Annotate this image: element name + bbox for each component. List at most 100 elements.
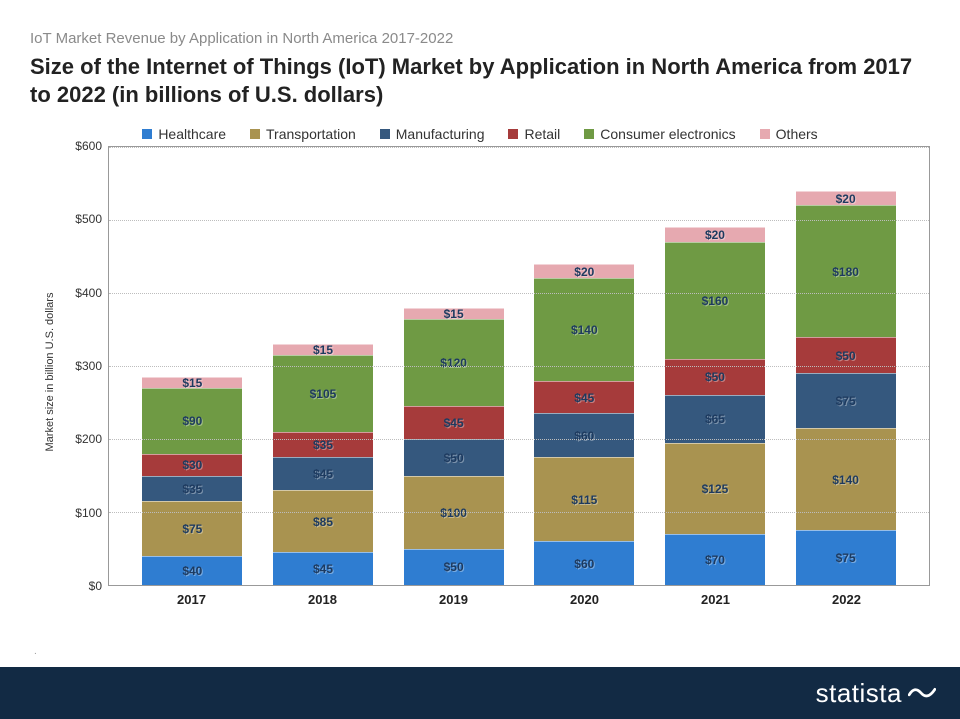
gridline xyxy=(109,512,929,513)
bar-segment: $40 xyxy=(142,556,242,585)
bar-segment: $20 xyxy=(534,264,634,279)
legend-swatch xyxy=(380,129,390,139)
legend-item: Retail xyxy=(508,126,560,142)
bar-segment: $45 xyxy=(273,457,373,490)
bar-segment-label: $75 xyxy=(836,394,856,408)
statista-wave-icon xyxy=(908,682,936,704)
legend-label: Healthcare xyxy=(158,126,226,142)
bar-segment-label: $45 xyxy=(444,416,464,430)
statista-text: statista xyxy=(816,678,902,709)
y-tick-label: $400 xyxy=(75,286,102,300)
x-axis: 201720182019202020212022 xyxy=(108,586,930,607)
bar-segment: $75 xyxy=(796,373,896,428)
bar-segment-label: $45 xyxy=(313,562,333,576)
legend-item: Others xyxy=(760,126,818,142)
legend-label: Others xyxy=(776,126,818,142)
bar-segment: $50 xyxy=(665,359,765,395)
chart-area: Market size in billion U.S. dollars $0$1… xyxy=(30,146,930,586)
bar-segment: $75 xyxy=(796,530,896,585)
y-tick-label: $300 xyxy=(75,359,102,373)
bar-segment-label: $20 xyxy=(836,192,856,206)
footer-bar: statista xyxy=(0,667,960,719)
bar-segment: $45 xyxy=(534,381,634,414)
y-axis-label: Market size in billion U.S. dollars xyxy=(44,282,56,462)
plot-region: $15 $90 $30 $35 $75 $40 $15 $105 $35 $45 $85 $45 $15… xyxy=(108,146,930,586)
bar-segment-label: $160 xyxy=(702,294,729,308)
y-tick-label: $100 xyxy=(75,506,102,520)
bar-segment: $30 xyxy=(142,454,242,476)
ylabel-container: Market size in billion U.S. dollars xyxy=(30,146,56,586)
x-tick-label: 2019 xyxy=(404,592,504,607)
bar-segment: $20 xyxy=(796,191,896,206)
x-tick-label: 2021 xyxy=(666,592,766,607)
bar-segment: $115 xyxy=(534,457,634,541)
x-tick-label: 2020 xyxy=(535,592,635,607)
legend-swatch xyxy=(250,129,260,139)
bar-segment-label: $125 xyxy=(702,482,729,496)
bar-segment: $70 xyxy=(665,534,765,585)
bar-segment-label: $105 xyxy=(310,387,337,401)
bar-segment-label: $45 xyxy=(574,391,594,405)
bar-segment: $15 xyxy=(273,344,373,355)
gridline xyxy=(109,220,929,221)
bar-segment-label: $40 xyxy=(182,564,202,578)
legend-item: Healthcare xyxy=(142,126,226,142)
statista-logo: statista xyxy=(816,678,936,709)
bar-segment-label: $140 xyxy=(571,323,598,337)
bar-segment: $180 xyxy=(796,205,896,336)
chart-subtitle: IoT Market Revenue by Application in Nor… xyxy=(30,30,930,47)
bar-segment-label: $45 xyxy=(313,467,333,481)
bar-segment-label: $50 xyxy=(705,370,725,384)
footnote-dot: . xyxy=(34,646,37,657)
bar-segment-label: $90 xyxy=(182,414,202,428)
y-axis: $0$100$200$300$400$500$600 xyxy=(56,146,108,586)
bar-segment: $85 xyxy=(273,490,373,552)
legend-label: Transportation xyxy=(266,126,356,142)
bar-segment: $90 xyxy=(142,388,242,454)
bar-segment: $45 xyxy=(404,406,504,439)
bar-segment-label: $30 xyxy=(182,458,202,472)
bar-segment-label: $35 xyxy=(313,438,333,452)
gridline xyxy=(109,439,929,440)
bar-segment: $35 xyxy=(142,476,242,502)
bar-segment-label: $50 xyxy=(836,349,856,363)
y-tick-label: $200 xyxy=(75,432,102,446)
gridline xyxy=(109,366,929,367)
bar-segment: $60 xyxy=(534,541,634,585)
bar-segment-label: $120 xyxy=(440,356,467,370)
bar-segment: $120 xyxy=(404,319,504,407)
bar-segment: $60 xyxy=(534,413,634,457)
bar-segment-label: $50 xyxy=(444,560,464,574)
legend-item: Consumer electronics xyxy=(584,126,735,142)
bar-segment-label: $75 xyxy=(836,551,856,565)
bar-segment-label: $20 xyxy=(705,228,725,242)
legend-item: Manufacturing xyxy=(380,126,485,142)
bar-segment-label: $20 xyxy=(574,265,594,279)
gridline xyxy=(109,293,929,294)
gridline xyxy=(109,147,929,148)
page-root: IoT Market Revenue by Application in Nor… xyxy=(0,0,960,719)
bar-segment-label: $180 xyxy=(832,265,859,279)
legend-swatch xyxy=(508,129,518,139)
bar-segment-label: $75 xyxy=(182,522,202,536)
bar-segment: $125 xyxy=(665,443,765,534)
legend-label: Manufacturing xyxy=(396,126,485,142)
bar-segment: $45 xyxy=(273,552,373,585)
bar-segment-label: $85 xyxy=(313,515,333,529)
x-tick-label: 2022 xyxy=(797,592,897,607)
legend-swatch xyxy=(142,129,152,139)
bar-segment-label: $140 xyxy=(832,473,859,487)
chart-legend: Healthcare Transportation Manufacturing Ret… xyxy=(30,126,930,142)
bar-segment: $35 xyxy=(273,432,373,458)
legend-item: Transportation xyxy=(250,126,356,142)
bar-segment: $50 xyxy=(404,549,504,585)
y-tick-label: $600 xyxy=(75,139,102,153)
bar-segment-label: $65 xyxy=(705,412,725,426)
bar-segment-label: $50 xyxy=(444,451,464,465)
bar-segment-label: $35 xyxy=(182,482,202,496)
y-tick-label: $500 xyxy=(75,212,102,226)
bar-segment: $15 xyxy=(404,308,504,319)
bar-segment: $20 xyxy=(665,227,765,242)
bar-segment: $15 xyxy=(142,377,242,388)
bar-segment: $75 xyxy=(142,501,242,556)
